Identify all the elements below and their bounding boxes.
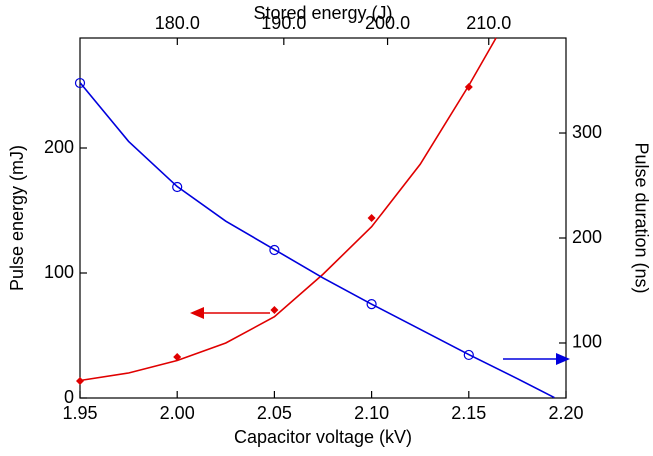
red-arrow <box>190 307 270 319</box>
circle-marker <box>366 299 377 310</box>
y-axis-label: Pulse energy (mJ) <box>7 145 27 291</box>
fit-line <box>79 37 497 382</box>
x2-axis-label: Stored energy (J) <box>253 3 392 23</box>
x2-tick-label: 180.0 <box>155 13 200 33</box>
x-axis-label: Capacitor voltage (kV) <box>234 427 412 447</box>
diamond-marker <box>76 377 84 385</box>
plot-frame <box>79 37 567 399</box>
y-tick-label: 100 <box>44 262 74 282</box>
y2-tick-label: 200 <box>572 227 602 247</box>
circle-marker <box>172 181 183 193</box>
x2-tick-label: 210.0 <box>466 13 511 33</box>
blue-arrow <box>503 353 570 365</box>
circle-marker <box>463 349 474 361</box>
y2-axis-label: Pulse duration (ns) <box>631 142 651 293</box>
y-tick-label: 0 <box>64 387 74 407</box>
y2-tick-label: 300 <box>572 122 602 142</box>
fit-line <box>79 82 555 399</box>
x-tick-label: 2.00 <box>160 403 195 423</box>
x-tick-label: 2.05 <box>257 403 292 423</box>
x2-tick-label: 190.0 <box>261 13 306 33</box>
y-tick-label: 200 <box>44 137 74 157</box>
y2-tick-label: 100 <box>572 332 602 352</box>
x2-tick-label: 200.0 <box>365 13 410 33</box>
x-tick-label: 2.10 <box>354 403 389 423</box>
x-tick-label: 1.95 <box>62 403 97 423</box>
circle-marker <box>74 77 86 89</box>
diamond-marker <box>270 306 279 314</box>
x-tick-label: 2.20 <box>548 403 583 423</box>
diamond-marker <box>367 214 376 222</box>
circle-marker <box>269 244 280 256</box>
x-tick-label: 2.15 <box>451 403 486 423</box>
